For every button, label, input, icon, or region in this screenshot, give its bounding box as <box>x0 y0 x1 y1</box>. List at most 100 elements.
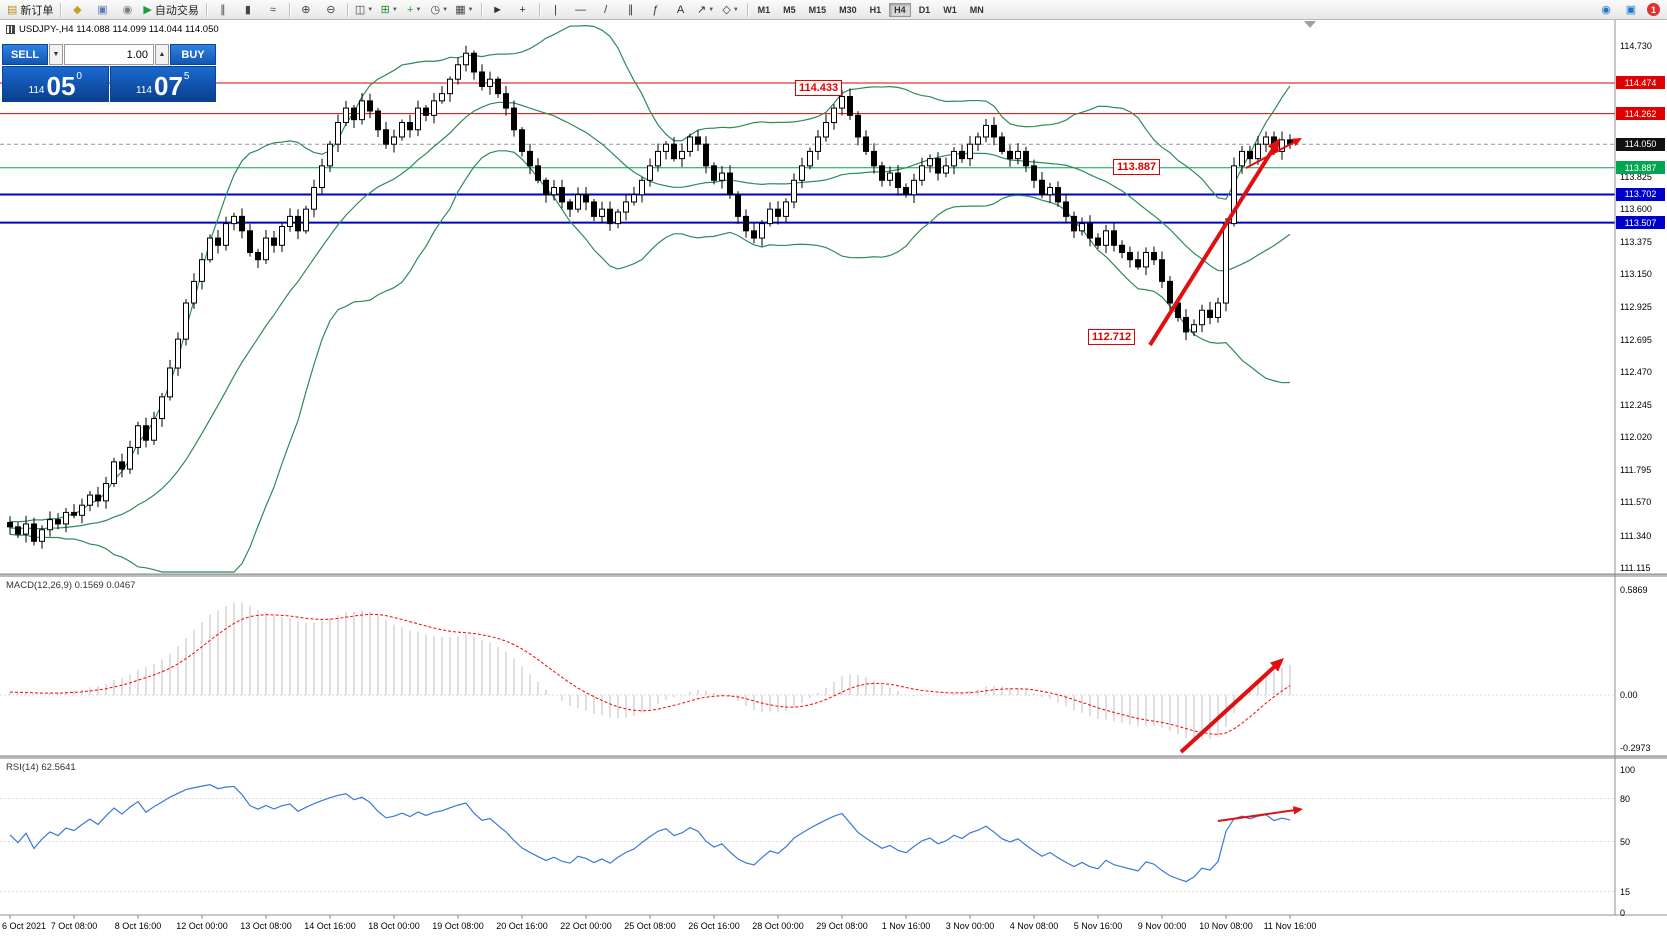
new-order-button[interactable]: ▤ 新订单 <box>4 0 56 19</box>
candle-body-bear <box>695 136 701 145</box>
candle-chart-icon[interactable]: ▮ <box>236 0 260 19</box>
period-clock-icon[interactable]: ◷ ▼ <box>427 0 451 19</box>
candle-body-bear <box>1055 187 1061 203</box>
dropdown-caret-icon[interactable]: ▼ <box>467 6 474 13</box>
candle-body-bull <box>687 136 693 152</box>
shapes-tool-icon[interactable]: ◇ ▼ <box>719 0 743 19</box>
hline-tool-icon[interactable]: — <box>569 0 593 19</box>
volume-decrease-button[interactable]: ▼ <box>49 44 63 65</box>
arrows-tool-icon[interactable]: ↗ ▼ <box>694 0 718 19</box>
dropdown-caret-icon[interactable]: ▼ <box>367 6 374 13</box>
candle-body-bull <box>1143 251 1149 268</box>
dropdown-caret-icon[interactable]: ▼ <box>708 6 715 13</box>
tile-windows-icon[interactable]: ◫ ▼ <box>352 0 376 19</box>
dropdown-caret-icon[interactable]: ▼ <box>732 6 739 13</box>
timeframe-button-h4[interactable]: H4 <box>889 2 911 17</box>
timeframe-button-d1[interactable]: D1 <box>918 4 931 15</box>
volume-input[interactable]: 1.00 <box>64 44 154 65</box>
channel-tool-icon[interactable]: ∥ <box>619 0 643 19</box>
trend-arrow-shaft[interactable] <box>1148 143 1278 347</box>
candle-body-bull <box>223 223 229 246</box>
candle-body-bear <box>1087 223 1093 239</box>
indicators-icon[interactable]: + ▼ <box>402 0 426 19</box>
dropdown-caret-icon[interactable]: ▼ <box>442 6 449 13</box>
quotes-icon[interactable]: ◆ <box>65 0 89 19</box>
trend-arrow-head[interactable] <box>1267 138 1280 153</box>
zoom-out-icon[interactable]: ⊖ <box>319 0 343 19</box>
candle-body-bear <box>479 71 485 87</box>
bar-chart-icon[interactable]: ∥ <box>211 0 235 19</box>
toolbar-separator <box>538 2 540 17</box>
candle-body-bear <box>15 526 21 535</box>
price-axis-label: 111.570 <box>1620 497 1652 508</box>
price-annotation[interactable]: 113.887 <box>1113 159 1161 175</box>
candle-body-bear <box>295 215 301 232</box>
candle-body-bull <box>199 259 205 282</box>
community-icon[interactable]: ◉ <box>1594 0 1618 19</box>
arrange-windows-icon[interactable]: ⊞ ▼ <box>377 0 401 19</box>
candle-body-bear <box>735 194 741 217</box>
autotrading-button[interactable]: ▶ 自动交易 <box>140 0 201 19</box>
market-icon[interactable]: ◉ <box>115 0 139 19</box>
sell-button[interactable]: SELL <box>2 44 48 65</box>
trendline-tool-icon[interactable]: / <box>594 0 618 19</box>
timeframe-button-m5[interactable]: M5 <box>783 4 796 15</box>
trend-arrow-shaft[interactable] <box>1245 139 1298 169</box>
timeframe-button-h1[interactable]: H1 <box>869 4 882 15</box>
dropdown-caret-icon[interactable]: ▼ <box>415 6 422 13</box>
candle-body-bear <box>471 52 477 73</box>
timeframe-button-m30[interactable]: M30 <box>839 4 857 15</box>
crosshair-icon[interactable]: + <box>511 0 535 19</box>
time-axis-label: 8 Oct 16:00 <box>114 921 162 931</box>
candle-body-bull <box>919 165 925 181</box>
vline-tool-icon[interactable]: | <box>544 0 568 19</box>
price-annotation[interactable]: 114.433 <box>795 80 843 96</box>
chart-shift-marker[interactable] <box>1304 21 1316 28</box>
trend-arrows[interactable] <box>1148 138 1303 822</box>
candle-body-bull <box>983 124 989 138</box>
line-chart-icon: ≈ <box>269 3 276 16</box>
text-tool-icon[interactable]: A <box>669 0 693 19</box>
timeframe-button-m15[interactable]: M15 <box>808 4 827 15</box>
sell-price-box[interactable]: 114 05 0 <box>2 66 109 102</box>
chat-icon[interactable]: ▣ <box>1619 0 1643 19</box>
cursor-icon[interactable]: ► <box>486 0 510 19</box>
notifications-badge[interactable]: 1 <box>1647 3 1660 16</box>
candle-body-bull <box>783 201 789 217</box>
zoom-in-icon[interactable]: ⊕ <box>294 0 318 19</box>
candle-body-bull <box>1263 136 1269 145</box>
timeframe-button-m1[interactable]: M1 <box>757 4 771 15</box>
timeframe-button-w1[interactable]: W1 <box>943 4 957 15</box>
trend-arrow-shaft[interactable] <box>1217 808 1298 822</box>
panel-separator[interactable] <box>0 756 1667 759</box>
buy-price-box[interactable]: 114 07 5 <box>109 66 216 102</box>
price-annotation[interactable]: 112.712 <box>1088 329 1136 345</box>
candle-body-bull <box>47 519 53 531</box>
candle-body-bull <box>279 226 285 246</box>
templates-icon[interactable]: ▦ ▼ <box>452 0 476 19</box>
dropdown-caret-icon[interactable]: ▼ <box>391 6 398 13</box>
volume-increase-button[interactable]: ▲ <box>155 44 169 65</box>
trend-arrow-head[interactable] <box>1291 138 1302 147</box>
panel-separator[interactable] <box>0 574 1667 577</box>
trend-arrow-head[interactable] <box>1293 806 1303 815</box>
profiles-icon[interactable]: ▣ <box>90 0 114 19</box>
zoom-out-icon: ⊖ <box>326 4 336 16</box>
trend-arrow-head[interactable] <box>1269 658 1284 672</box>
candle-body-bull <box>303 208 309 232</box>
timeframe-button-mn[interactable]: MN <box>969 4 984 15</box>
candle-body-bear <box>711 165 717 181</box>
candle-body-bull <box>967 143 973 160</box>
candle-body-bear <box>375 110 381 131</box>
trend-arrow-shaft[interactable] <box>1179 662 1280 754</box>
indicators-icon: + <box>407 3 414 16</box>
candle-body-bear <box>1007 150 1013 160</box>
line-chart-icon[interactable]: ≈ <box>261 0 285 19</box>
autotrading-button-label: 自动交易 <box>154 4 199 17</box>
buy-button[interactable]: BUY <box>170 44 216 65</box>
fibo-tool-icon[interactable]: ƒ <box>644 0 668 19</box>
candle-body-bull <box>551 187 557 196</box>
candle-body-bull <box>1239 150 1245 167</box>
candle-body-bear <box>879 165 885 181</box>
